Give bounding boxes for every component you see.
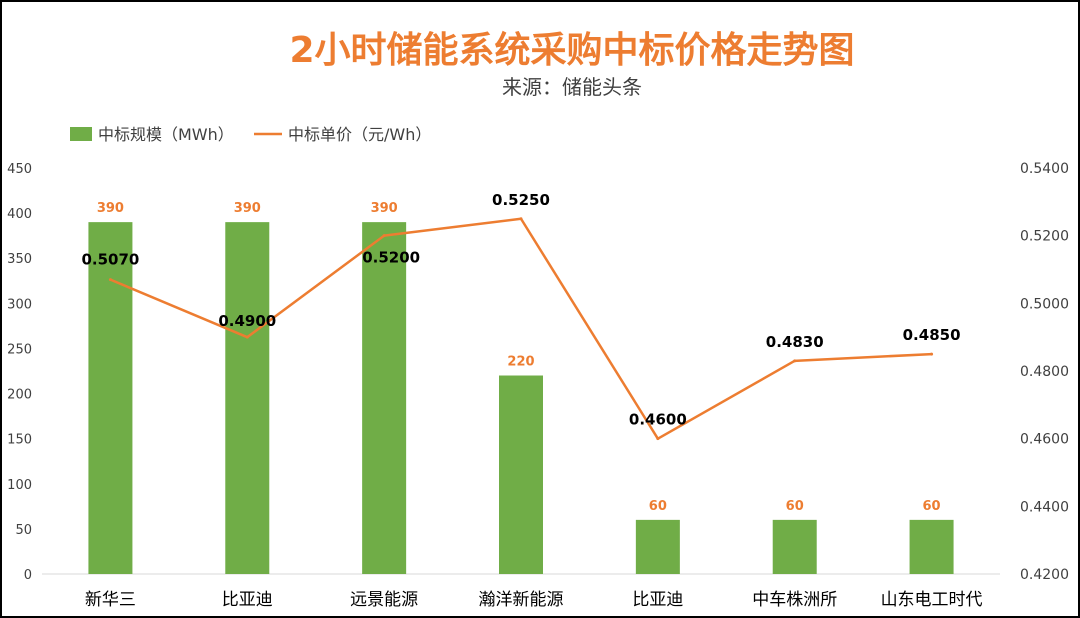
y-left-tick-label: 150 [7, 433, 32, 448]
x-tick-label: 比亚迪 [222, 590, 273, 610]
y-right-tick-label: 0.5200 [1020, 229, 1069, 245]
x-axis-labels: 新华三 比亚迪 远景能源 瀚洋新能源 比亚迪 中车株洲所 山东电工时代 [85, 590, 983, 610]
bar [225, 222, 270, 574]
x-tick-label: 远景能源 [350, 590, 418, 610]
bar [635, 519, 680, 574]
line-point [656, 437, 660, 441]
bar-data-label: 60 [786, 499, 804, 514]
legend-line-label: 中标单价（元/Wh） [288, 125, 431, 144]
bar-data-label: 60 [649, 499, 667, 514]
bar-data-label: 390 [371, 201, 398, 216]
line-series [108, 217, 934, 441]
bar [772, 519, 817, 574]
line-data-labels: 0.5070 0.4900 0.5200 0.5250 0.4600 0.4830 0.48… [81, 191, 960, 429]
y-right-tick-label: 0.4800 [1020, 364, 1069, 380]
line-data-label: 0.5250 [492, 191, 550, 209]
y-left-tick-label: 350 [7, 252, 32, 267]
y-right-tick-label: 0.4400 [1020, 499, 1069, 515]
bar-data-label: 390 [234, 201, 261, 216]
y-left-tick-label: 0 [24, 568, 32, 583]
legend-bar-swatch [70, 127, 92, 141]
line-data-label: 0.4850 [903, 326, 961, 344]
y-left-tick-label: 200 [7, 388, 32, 403]
y-left-tick-label: 450 [7, 162, 32, 177]
bar [909, 519, 954, 574]
bar-series [88, 222, 954, 574]
line-point [382, 234, 386, 238]
x-tick-label: 山东电工时代 [881, 590, 983, 610]
x-tick-label: 中车株洲所 [752, 590, 837, 610]
line-point [930, 352, 934, 356]
y-left-tick-label: 250 [7, 342, 32, 357]
y-axis-right: 0.4200 0.4400 0.4600 0.4800 0.5000 0.5200 0.54… [1020, 161, 1069, 583]
chart-title: 2小时储能系统采购中标价格走势图 [289, 30, 854, 71]
y-right-tick-label: 0.4600 [1020, 432, 1069, 448]
chart-subtitle: 来源：储能头条 [502, 75, 642, 99]
line-data-label: 0.5070 [81, 251, 139, 269]
legend: 中标规模（MWh） 中标单价（元/Wh） [70, 125, 431, 144]
y-left-tick-label: 400 [7, 207, 32, 222]
bar [499, 375, 543, 574]
y-left-tick-label: 50 [15, 523, 32, 538]
x-tick-label: 比亚迪 [632, 590, 683, 610]
y-right-tick-label: 0.5000 [1020, 296, 1069, 312]
y-axis-left: 0 50 100 150 200 250 300 350 400 450 [7, 162, 32, 583]
line-data-label: 0.4900 [218, 312, 276, 330]
y-right-tick-label: 0.5400 [1020, 161, 1069, 177]
x-tick-label: 新华三 [85, 590, 136, 610]
line-data-label: 0.5200 [362, 249, 420, 267]
line-point [245, 335, 249, 339]
line-data-label: 0.4600 [629, 411, 687, 429]
line-data-label: 0.4830 [766, 333, 824, 351]
y-right-tick-label: 0.4200 [1020, 567, 1069, 583]
line-point [108, 278, 112, 282]
x-tick-label: 瀚洋新能源 [479, 590, 564, 610]
bar [362, 222, 407, 574]
bar-data-label: 60 [923, 499, 941, 514]
bar-data-label: 220 [507, 355, 534, 370]
bar-data-label: 390 [97, 201, 124, 216]
bar-data-labels: 390 390 390 220 60 60 60 [97, 201, 941, 514]
y-left-tick-label: 300 [7, 297, 32, 312]
y-left-tick-label: 100 [7, 478, 32, 493]
legend-bar-label: 中标规模（MWh） [98, 125, 234, 144]
line-point [519, 217, 523, 221]
bar [88, 222, 133, 574]
line-point [793, 359, 797, 363]
